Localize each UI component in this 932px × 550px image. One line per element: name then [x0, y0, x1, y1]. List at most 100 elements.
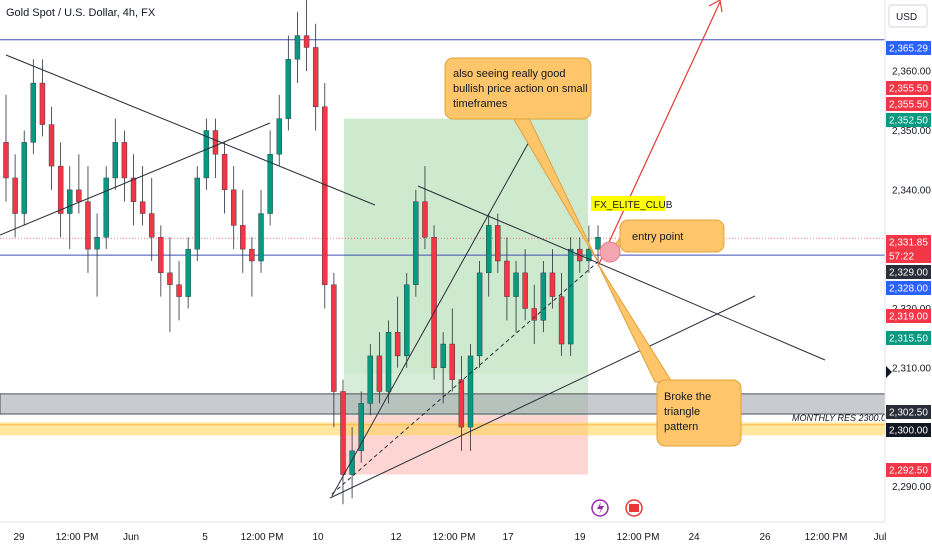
candle-body-57 — [522, 272, 528, 309]
currency-label: USD — [896, 12, 917, 23]
candle-body-14 — [130, 177, 137, 202]
y-tick-6: 2,350.00 — [892, 126, 931, 137]
price-label-1: 2,355.50 — [889, 84, 928, 95]
trendline-dashed — [331, 259, 601, 495]
candle-body-8 — [76, 189, 82, 202]
price-label-4: 2,331.85 — [889, 238, 928, 249]
candle-body-15 — [139, 201, 146, 214]
y-tick-7: 2,360.00 — [892, 67, 931, 78]
callout-break-line-1: Broke the — [664, 391, 711, 403]
candle-body-44 — [404, 284, 410, 357]
price-label-2: 2,355.50 — [889, 100, 928, 111]
candle-body-16 — [149, 213, 155, 238]
y-tick-2: 2,310.00 — [892, 363, 931, 374]
candle-body-31 — [285, 59, 292, 119]
candle-body-35 — [322, 106, 328, 285]
candle-body-6 — [57, 165, 64, 214]
candle-body-17 — [158, 237, 164, 274]
currency-button[interactable] — [888, 4, 928, 28]
candle-body-27 — [249, 248, 255, 262]
candle-body-13 — [121, 142, 128, 179]
candle-body-12 — [112, 142, 118, 179]
price-label-bg-7 — [886, 281, 931, 295]
candle-body-53 — [486, 225, 492, 274]
candle-body-42 — [385, 331, 392, 392]
price-label-3: 2,352.50 — [889, 116, 928, 127]
candle-body-0 — [3, 142, 9, 179]
candle-body-10 — [94, 237, 100, 250]
candle-body-49 — [449, 343, 455, 380]
candle-body-5 — [48, 124, 55, 167]
event-flash-glyph — [597, 502, 604, 514]
price-label-7: 2,328.00 — [889, 284, 928, 295]
price-label-12: 2,292.50 — [889, 466, 928, 477]
callout-entry-box — [619, 219, 725, 253]
price-axis-scroll-marker — [886, 366, 892, 378]
x-tick-6: 12 — [390, 532, 402, 543]
trendline-triangle-bottom — [329, 295, 756, 499]
candle-body-28 — [258, 213, 264, 262]
price-label-11: 2,300.00 — [889, 426, 928, 437]
callout-break-box — [656, 379, 742, 447]
callout-bullish: also seeing really good bullish price ac… — [444, 57, 599, 263]
x-tick-9: 19 — [574, 532, 586, 543]
trendlines — [0, 54, 826, 499]
x-tick-3: 5 — [202, 532, 208, 543]
price-label-bg-3 — [886, 113, 931, 127]
candles-layer — [3, 0, 601, 505]
price-label-10: 2,302.50 — [889, 408, 928, 419]
x-tick-12: 26 — [759, 532, 771, 543]
chart-title: Gold Spot / U.S. Dollar, 4h, FX — [6, 7, 156, 19]
candle-body-19 — [176, 284, 182, 297]
price-label-5: 57:22 — [889, 252, 914, 263]
candle-body-47 — [431, 237, 437, 368]
candle-body-65 — [595, 237, 601, 250]
price-label-bg-10 — [886, 405, 931, 419]
event-us-flag-glyph — [629, 504, 639, 512]
candle-body-20 — [185, 248, 191, 297]
price-label-bg-2 — [886, 97, 931, 111]
candle-body-30 — [276, 118, 282, 155]
candle-body-4 — [39, 82, 46, 125]
callout-bullish-line-2: bullish price action on small — [453, 83, 588, 95]
x-tick-2: Jun — [123, 532, 139, 543]
candle-body-11 — [103, 177, 109, 238]
candle-body-24 — [221, 154, 228, 191]
candle-body-55 — [504, 260, 510, 297]
x-tick-7: 12:00 PM — [433, 532, 476, 543]
fx-tag-box — [591, 196, 665, 211]
x-tick-4: 12:00 PM — [241, 532, 284, 543]
x-tick-11: 24 — [688, 532, 700, 543]
candle-body-38 — [349, 450, 355, 475]
price-label-0: 2,365.29 — [889, 44, 928, 55]
candle-body-43 — [394, 331, 401, 357]
callout-break-line-3: pattern — [664, 421, 698, 433]
candle-body-34 — [312, 47, 319, 107]
price-label-bg-0 — [886, 41, 931, 55]
candle-body-23 — [212, 130, 219, 155]
fx-tag-text: FX_ELITE_CLUB — [594, 200, 673, 211]
candle-body-50 — [458, 379, 465, 428]
monthly-res-label: MONTHLY RES 2300.00 — [792, 413, 891, 423]
candle-body-39 — [358, 403, 364, 452]
price-label-bg-5 — [886, 249, 931, 263]
candle-body-29 — [267, 154, 273, 214]
candle-body-45 — [413, 201, 419, 285]
time-axis[interactable] — [0, 522, 885, 550]
target-zone — [344, 118, 588, 374]
candle-body-3 — [30, 82, 37, 143]
candle-body-1 — [12, 177, 18, 214]
callout-break: Broke the triangle pattern — [597, 263, 742, 447]
candle-body-7 — [67, 189, 73, 214]
candle-body-21 — [194, 177, 200, 250]
candle-body-52 — [476, 272, 483, 357]
price-label-9: 2,315.50 — [889, 334, 928, 345]
candle-body-37 — [340, 391, 346, 475]
candle-body-25 — [230, 189, 237, 226]
y-tick-5: 2,340.00 — [892, 185, 931, 196]
candle-body-62 — [567, 248, 574, 345]
trendline-steep — [331, 139, 531, 497]
candle-body-26 — [240, 225, 246, 250]
candle-body-61 — [558, 296, 565, 345]
